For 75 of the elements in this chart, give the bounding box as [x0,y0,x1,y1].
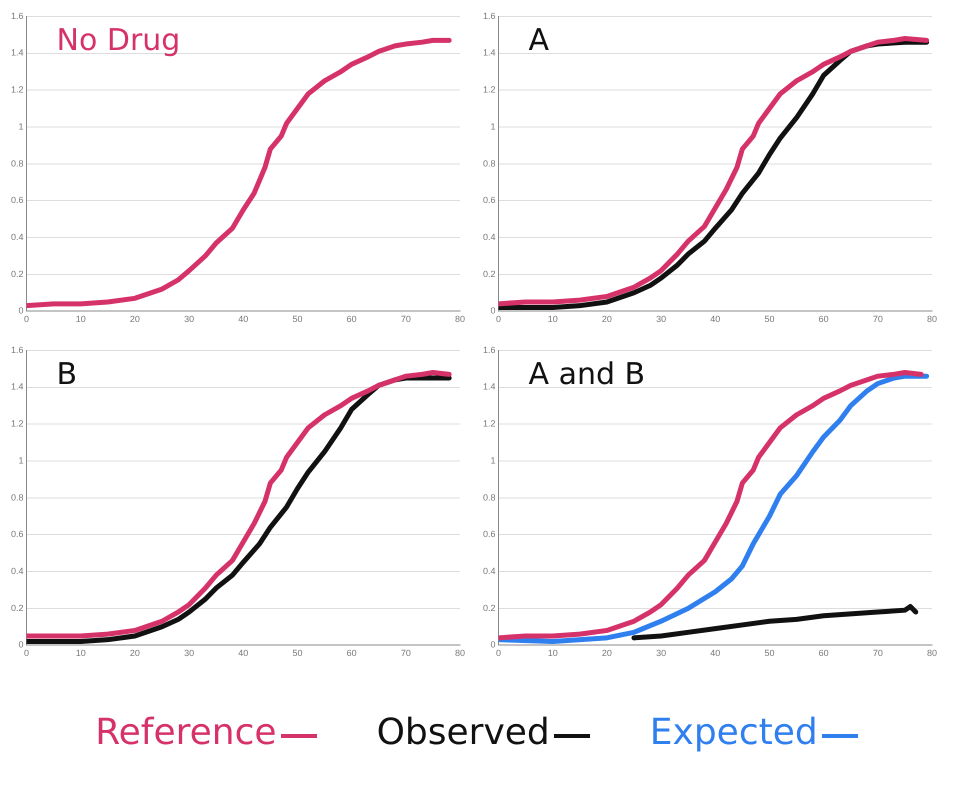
x-tick-label: 70 [400,314,411,324]
chart-title: No Drug [56,23,180,58]
x-tick-label: 60 [346,648,357,658]
chart-title: A and B [528,357,646,392]
x-tick-label: 50 [292,648,302,658]
x-tick-label: 70 [872,314,883,324]
y-tick-label: 0.6 [482,195,496,206]
y-tick-label: 0.6 [10,529,24,540]
x-tick-label: 60 [346,314,357,324]
y-tick-label: 1.4 [482,382,496,392]
x-tick-label: 80 [926,314,938,324]
y-tick-label: 0 [18,640,24,650]
legend-label: Observed [376,712,550,753]
x-tick-label: 20 [130,648,140,658]
y-tick-label: 1.6 [482,10,496,21]
y-tick-label: 1.2 [482,84,496,95]
x-tick-label: 20 [602,314,612,324]
y-tick-label: 1 [18,455,24,466]
y-tick-label: 0.2 [482,268,496,279]
x-tick-label: 30 [184,648,194,658]
y-tick-label: 0 [18,306,24,316]
y-tick-label: 1.6 [10,344,24,355]
y-tick-label: 0.6 [482,529,496,540]
x-tick-label: 80 [926,648,938,658]
x-tick-label: 50 [292,314,302,324]
y-tick-label: 1 [18,121,24,132]
x-tick-label: 10 [548,648,558,658]
x-tick-label: 10 [548,314,558,324]
y-tick-label: 1.2 [10,84,24,95]
y-tick-label: 1 [490,455,496,466]
y-tick-label: 0.2 [10,268,24,279]
x-tick-label: 60 [818,648,829,658]
x-tick-label: 20 [130,314,140,324]
x-tick-label: 10 [76,648,86,658]
y-tick-label: 1.2 [10,418,24,429]
x-tick-label: 40 [710,314,720,324]
x-tick-label: 40 [238,314,248,324]
x-tick-label: 20 [602,648,612,658]
chart-title: A [528,23,550,58]
y-tick-label: 1 [490,121,496,132]
y-tick-label: 0.8 [10,158,24,168]
x-tick-label: 80 [454,648,466,658]
x-tick-label: 30 [656,314,666,324]
x-tick-label: 30 [656,648,666,658]
y-tick-label: 0.8 [482,492,496,502]
legend-label: Reference [95,712,277,753]
x-tick-label: 40 [238,648,248,658]
y-tick-label: 0 [490,640,496,650]
y-tick-label: 0.2 [10,602,24,613]
y-tick-label: 0.6 [10,195,24,206]
y-tick-label: 0.4 [482,232,496,242]
x-tick-label: 30 [184,314,194,324]
y-tick-label: 0.8 [10,492,24,502]
x-tick-label: 10 [76,314,86,324]
y-tick-label: 1.6 [10,10,24,21]
x-tick-label: 70 [872,648,883,658]
y-tick-label: 1.4 [10,382,24,392]
y-tick-label: 1.4 [482,48,496,58]
y-tick-label: 1.4 [10,48,24,58]
y-tick-label: 0 [490,306,496,316]
x-tick-label: 40 [710,648,720,658]
y-tick-label: 0.8 [482,158,496,168]
x-tick-label: 60 [818,314,829,324]
x-tick-label: 50 [764,314,774,324]
y-tick-label: 0.4 [482,566,496,576]
y-tick-label: 1.6 [482,344,496,355]
y-tick-label: 0.4 [10,232,24,242]
x-tick-label: 70 [400,648,411,658]
y-tick-label: 1.2 [482,418,496,429]
chart-title: B [56,357,78,392]
x-tick-label: 80 [454,314,466,324]
legend-label: Expected [650,712,818,753]
y-tick-label: 0.4 [10,566,24,576]
y-tick-label: 0.2 [482,602,496,613]
x-tick-label: 50 [764,648,774,658]
